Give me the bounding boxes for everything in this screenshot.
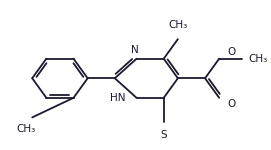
Text: CH₃: CH₃ bbox=[168, 20, 188, 30]
Text: O: O bbox=[228, 99, 236, 109]
Text: O: O bbox=[228, 47, 236, 57]
Text: N: N bbox=[131, 45, 138, 55]
Text: CH₃: CH₃ bbox=[16, 124, 35, 134]
Text: S: S bbox=[160, 130, 167, 140]
Text: CH₃: CH₃ bbox=[249, 54, 268, 64]
Text: HN: HN bbox=[110, 93, 126, 103]
